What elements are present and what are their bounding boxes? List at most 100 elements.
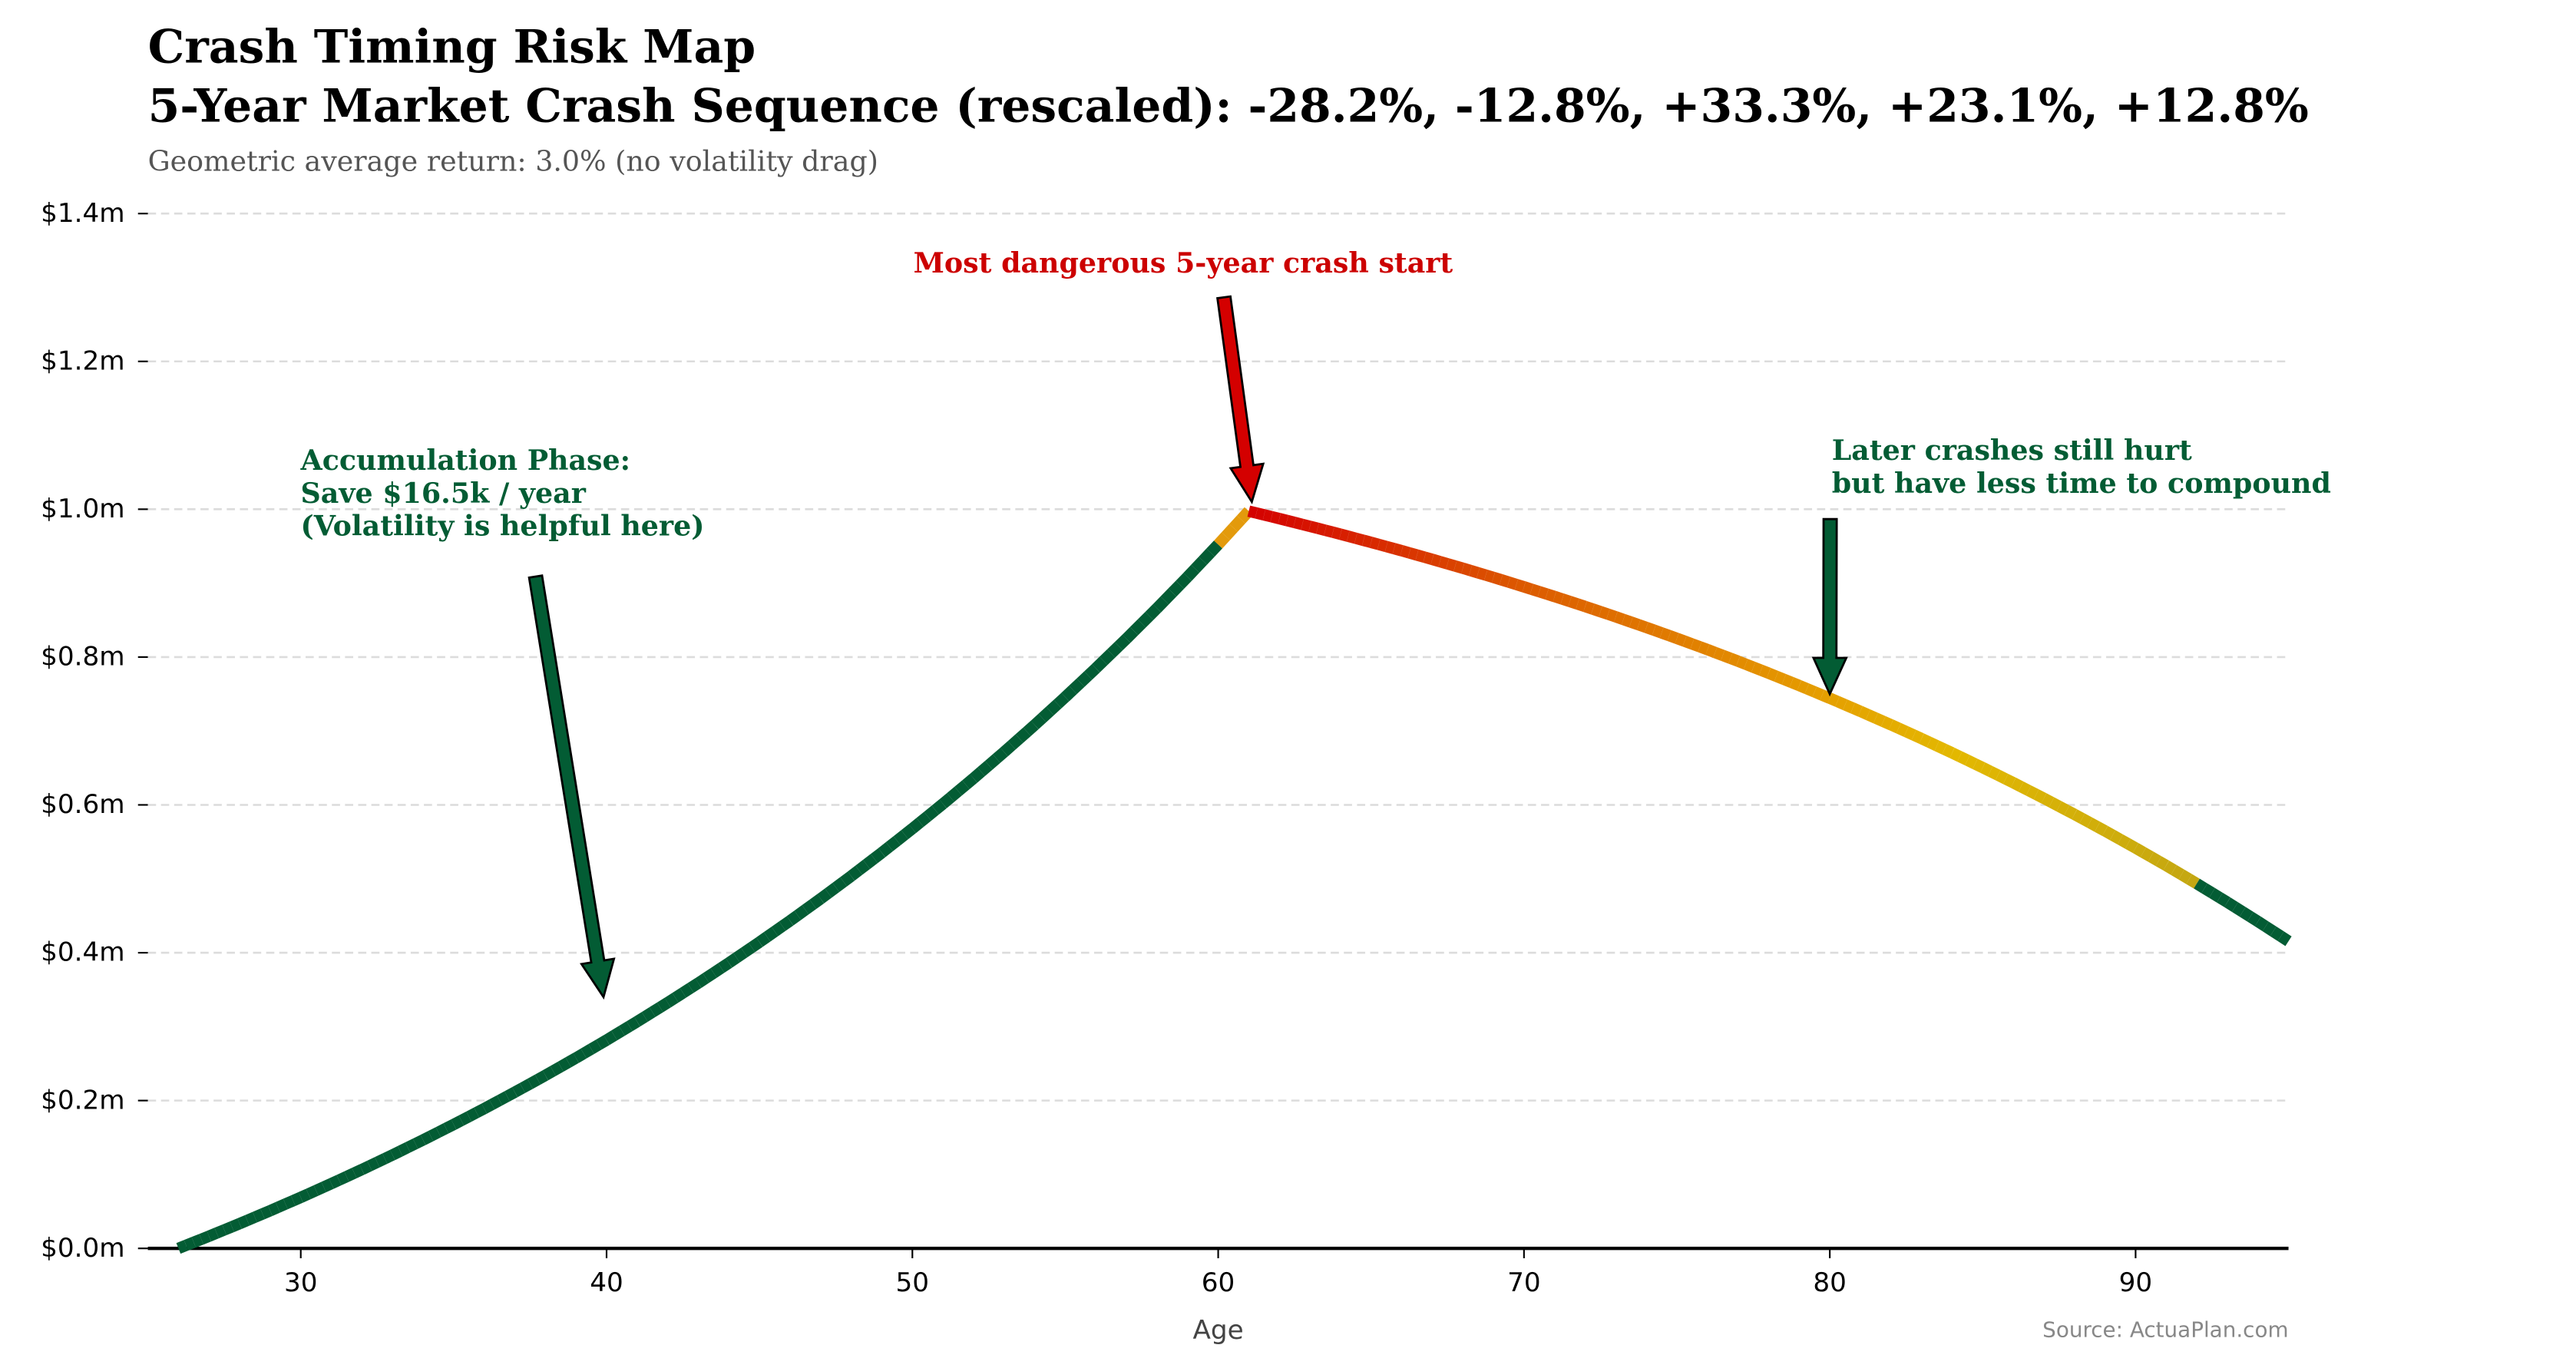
line-segment — [2041, 793, 2055, 808]
line-segment — [367, 1157, 380, 1171]
line-segment — [984, 754, 1000, 770]
line-segment — [1781, 673, 1794, 688]
chart-subtitle: 5-Year Market Crash Sequence (rescaled):… — [148, 79, 2309, 133]
line-segment — [603, 1030, 617, 1046]
line-segment — [779, 916, 794, 931]
line-segment — [2072, 809, 2085, 824]
line-segment — [2025, 785, 2039, 800]
line-segment — [1206, 540, 1223, 557]
line-segment — [489, 1095, 503, 1110]
line-segment — [2231, 902, 2246, 917]
line-segment — [939, 793, 954, 808]
line-segment — [298, 1188, 311, 1203]
line-segment — [2132, 843, 2147, 857]
line-segment — [451, 1115, 465, 1130]
line-segment — [1301, 518, 1311, 532]
line-segment — [970, 767, 985, 783]
line-segment — [1605, 608, 1618, 623]
line-segment — [817, 888, 832, 904]
line-segment — [283, 1195, 296, 1210]
line-segment — [1979, 762, 1993, 777]
line-segment — [1415, 549, 1427, 563]
line-segment — [260, 1205, 273, 1220]
line-segment — [718, 958, 732, 973]
line-segment — [1613, 611, 1625, 625]
line-segment — [1636, 619, 1648, 633]
line-segment — [1293, 517, 1304, 530]
line-segment — [1721, 649, 1733, 664]
line-segment — [344, 1168, 357, 1182]
line-segment — [542, 1066, 556, 1081]
annotation-line: but have less time to compound — [1832, 467, 2331, 500]
line-segment — [336, 1171, 349, 1186]
line-segment — [2079, 813, 2093, 828]
line-segment — [855, 860, 871, 875]
line-segment — [237, 1214, 250, 1229]
line-segment — [862, 854, 878, 869]
line-segment — [1659, 627, 1672, 642]
line-segment — [1346, 530, 1357, 544]
line-segment — [352, 1164, 365, 1178]
line-segment — [1338, 528, 1350, 542]
line-segment — [2262, 921, 2277, 937]
line-segment — [1476, 567, 1488, 581]
line-segment — [2217, 892, 2230, 907]
line-segment — [1537, 586, 1549, 600]
line-segment — [1354, 532, 1365, 547]
line-segment — [1255, 507, 1266, 520]
line-segment — [504, 1087, 518, 1102]
line-segment — [230, 1218, 242, 1232]
line-segment — [741, 942, 756, 958]
annotations: Accumulation Phase: Save $16.5k / year (Vo… — [300, 246, 2331, 1000]
line-segment — [832, 877, 848, 892]
annotation-line: Accumulation Phase: — [300, 444, 631, 477]
line-segment — [1835, 696, 1847, 710]
line-segment — [2171, 864, 2184, 880]
line-segment — [1092, 656, 1108, 672]
y-tick-label: $0.8m — [41, 642, 125, 672]
line-segment — [2010, 777, 2024, 792]
line-segment — [1030, 713, 1047, 729]
line-segment — [1007, 734, 1023, 750]
line-segment — [588, 1039, 602, 1054]
line-segment — [1491, 571, 1503, 586]
line-segment — [1214, 532, 1231, 549]
y-tick-label: $0.0m — [41, 1233, 125, 1264]
line-segment — [2224, 897, 2238, 912]
line-segment — [1629, 616, 1641, 630]
line-segment — [466, 1107, 480, 1122]
annotation-arrow — [1216, 295, 1265, 505]
line-segment — [1176, 573, 1192, 589]
line-segment — [405, 1138, 418, 1153]
line-segment — [1621, 613, 1633, 628]
chart-note: Geometric average return: 3.0% (no volat… — [148, 145, 878, 178]
x-tick-label: 80 — [1813, 1267, 1847, 1298]
line-segment — [733, 947, 748, 963]
line-segment — [1973, 758, 1986, 773]
line-segment — [1407, 547, 1419, 561]
line-segment — [1774, 670, 1787, 685]
line-segment — [596, 1035, 610, 1050]
line-segment — [1423, 551, 1434, 565]
line-segment — [1843, 699, 1855, 714]
line-segment — [435, 1123, 449, 1138]
line-segment — [199, 1231, 212, 1245]
line-segment — [1682, 636, 1695, 649]
line-segment — [573, 1048, 587, 1063]
line-segment — [497, 1091, 511, 1106]
line-segment — [1888, 719, 1901, 734]
line-segment — [1568, 596, 1579, 610]
gridlines — [147, 212, 2289, 1102]
line-segment — [1308, 520, 1319, 534]
line-segment — [1698, 641, 1710, 656]
line-segment — [565, 1052, 579, 1068]
y-tick-label: $0.6m — [41, 789, 125, 820]
line-segment — [1857, 705, 1870, 720]
line-segment — [1084, 664, 1100, 680]
line-segment — [1599, 606, 1610, 620]
line-segment — [1145, 604, 1162, 620]
line-segment — [1667, 629, 1679, 644]
line-segment — [885, 836, 901, 851]
x-tick-label: 50 — [896, 1267, 930, 1298]
